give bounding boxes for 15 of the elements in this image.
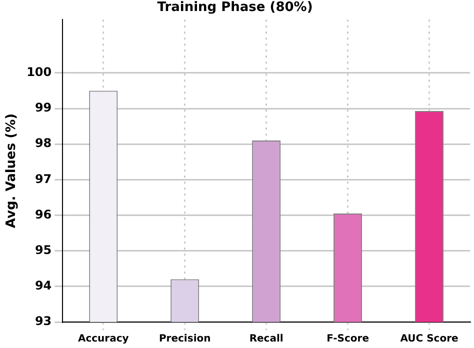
x-tick-label: Accuracy <box>78 334 130 345</box>
y-tick-label: 93 <box>34 314 52 328</box>
y-axis-title: Avg. Values (%) <box>4 113 20 228</box>
y-tick-label: 96 <box>34 207 52 222</box>
x-tick-label: AUC Score <box>400 334 459 345</box>
y-tick-label: 98 <box>34 136 52 150</box>
x-tick-label: Precision <box>158 334 211 345</box>
y-tick-label: 99 <box>34 100 52 115</box>
x-tick-label: Recall <box>249 334 284 345</box>
y-tick-label: 94 <box>34 278 52 293</box>
y-tick-label: 100 <box>26 65 52 80</box>
y-tick-label: 95 <box>34 242 52 257</box>
y-tick-label: 97 <box>34 172 52 186</box>
chart-title: Training Phase (80%) <box>157 0 313 16</box>
x-tick-label: F-Score <box>326 334 370 345</box>
